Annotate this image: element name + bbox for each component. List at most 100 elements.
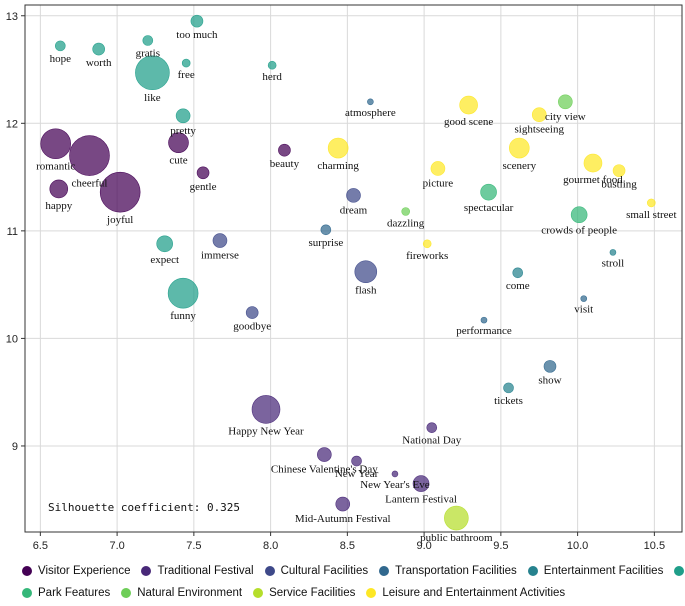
legend-marker [379, 566, 390, 576]
data-point [49, 179, 69, 199]
y-tick-label: 9 [12, 441, 18, 453]
data-point [391, 470, 399, 478]
legend-marker [22, 588, 32, 598]
point-label-free: free [178, 69, 195, 81]
point-label-too-much: too much [176, 29, 218, 41]
point-label-gratis: gratis [136, 47, 160, 59]
point-label-crowds-of-people: crowds of people [541, 225, 617, 237]
data-point [444, 505, 469, 531]
data-point [99, 171, 141, 213]
data-point [531, 107, 547, 123]
point-label-new-year-s-eve: New Year's Eve [360, 479, 430, 491]
data-point [327, 137, 349, 159]
point-label-sightseeing: sightseeing [514, 124, 564, 136]
point-label-performance: performance [456, 325, 512, 337]
grid-lines [25, 5, 682, 532]
legend-label: Natural Environment [137, 587, 243, 599]
point-label-worth: worth [86, 57, 112, 69]
data-point [580, 295, 588, 302]
legend-item: Leisure and Entertainment Activities [366, 587, 565, 599]
data-point [609, 249, 617, 256]
data-point [430, 161, 446, 176]
scatter-chart: hope worth gratis too much free like herd prett… [6, 4, 683, 552]
x-tick-label: 10.0 [567, 540, 588, 552]
legend-label: Visitor Experience [38, 565, 131, 577]
legend-item: Traditional Festival [141, 565, 254, 577]
legend-row: Visitor Experience Traditional Festival Cu… [22, 560, 685, 582]
data-point [412, 475, 430, 492]
point-label-cute: cute [169, 155, 187, 167]
legend-marker [22, 566, 32, 576]
point-label-stroll: stroll [602, 257, 625, 269]
point-label-gentle: gentle [190, 181, 217, 193]
point-label-atmosphere: atmosphere [345, 107, 396, 119]
point-label-herd: herd [262, 71, 282, 83]
point-label-dazzling: dazzling [387, 217, 425, 229]
data-point [278, 143, 291, 157]
data-point [167, 277, 199, 309]
data-point [69, 135, 110, 176]
legend-row: Park Features Natural Environment Service … [22, 582, 682, 604]
data-point [426, 422, 438, 433]
data-point [646, 198, 656, 208]
y-tick-label: 10 [6, 333, 18, 345]
legend-item: Cost [674, 565, 685, 577]
point-label-immerse: immerse [201, 250, 239, 262]
data-point [142, 35, 154, 46]
point-label-happy-new-year: Happy New Year [228, 425, 304, 437]
point-label-flash: flash [355, 285, 377, 297]
point-label-romantic: romantic [36, 161, 75, 173]
point-label-gourmet-food: gourmet food [563, 174, 623, 186]
point-label-picture: picture [423, 177, 454, 189]
legend-marker [674, 566, 685, 576]
data-point [190, 14, 204, 28]
legend-item: Visitor Experience [22, 565, 130, 577]
point-label-lantern-festival: Lantern Festival [385, 494, 457, 506]
data-point [503, 382, 514, 394]
x-tick-label: 7.0 [109, 540, 124, 552]
data-point [135, 55, 170, 91]
x-tick-label: 7.5 [186, 540, 201, 552]
legend-marker [527, 566, 538, 576]
data-point [570, 206, 588, 224]
data-point [480, 183, 497, 201]
x-tick-label: 8.5 [340, 540, 355, 552]
point-label-tickets: tickets [494, 395, 523, 407]
data-point [422, 239, 432, 249]
legend-label: Traditional Festival [157, 565, 254, 577]
data-point [367, 98, 374, 106]
point-label-happy: happy [45, 200, 72, 212]
data-point [612, 164, 626, 177]
data-point [480, 316, 488, 324]
legend-item: Cultural Facilities [264, 565, 369, 577]
y-tick-label: 11 [7, 226, 18, 238]
legend-label: Cultural Facilities [280, 565, 369, 577]
y-tick-label: 12 [6, 118, 18, 130]
data-point [40, 128, 72, 160]
point-label-pretty: pretty [170, 125, 196, 137]
legend-item: Natural Environment [121, 587, 242, 599]
data-point [320, 224, 332, 236]
point-labels: hope worth gratis too much free like herd prett… [36, 29, 676, 544]
legend-item: Transportation Facilities [379, 565, 517, 577]
point-label-come: come [506, 280, 530, 292]
legend-marker [121, 588, 132, 598]
data-point [196, 166, 210, 180]
point-label-bustling: bustling [601, 179, 637, 191]
data-point [175, 108, 191, 124]
data-point [92, 42, 105, 56]
legend-label: Transportation Facilities [395, 565, 517, 577]
y-tick-label: 13 [6, 11, 18, 23]
point-label-cheerful: cheerful [71, 178, 107, 190]
data-point [267, 60, 277, 70]
legend-label: Service Facilities [269, 587, 356, 599]
point-label-show: show [538, 374, 561, 386]
silhouette-annotation: Silhouette coefficient: 0.325 [48, 501, 240, 514]
legend-label: Leisure and Entertainment Activities [382, 587, 566, 599]
data-point [317, 447, 332, 462]
point-label-hope: hope [50, 53, 72, 65]
x-tick-label: 9.5 [493, 540, 508, 552]
data-point [583, 153, 603, 173]
legend-item: Service Facilities [253, 587, 355, 599]
point-label-funny: funny [170, 310, 196, 322]
